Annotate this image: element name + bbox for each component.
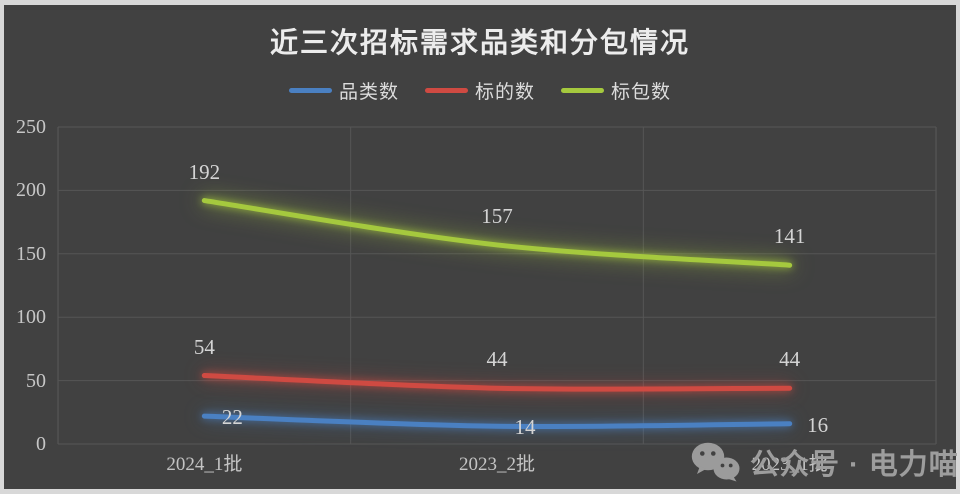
y-tick-label: 50 — [26, 369, 46, 392]
watermark-text: 公众号 · 电力喵 — [750, 449, 959, 481]
chart-area: 近三次招标需求品类和分包情况 品类数 标的数 标包数 0 50 100 150 200 2… — [4, 5, 959, 489]
legend-label: 品类数 — [338, 81, 399, 103]
legend-item-series-3: 标包数 — [561, 77, 671, 104]
y-tick-label: 100 — [16, 306, 46, 329]
y-tick-label: 200 — [16, 179, 46, 202]
plot-canvas — [57, 126, 937, 445]
legend-swatch — [288, 87, 332, 93]
y-tick-label: 250 — [16, 116, 46, 138]
data-label-品类数: 22 — [221, 405, 243, 430]
x-tick-label: 2023_2批 — [458, 454, 535, 475]
data-label-标的数: 54 — [193, 334, 215, 359]
y-tick-label: 150 — [16, 242, 46, 265]
series-line-标的数 — [201, 373, 793, 392]
series-line-标包数 — [201, 198, 793, 268]
data-label-标包数: 141 — [773, 224, 806, 249]
watermark: 公众号 · 电力喵 — [691, 441, 959, 483]
wechat-icon — [691, 442, 740, 482]
legend-label: 标的数 — [474, 81, 535, 103]
data-label-标的数: 44 — [779, 347, 801, 372]
x-tick-label: 2024_1批 — [166, 454, 243, 475]
series-line-品类数 — [201, 413, 793, 430]
data-label-品类数: 14 — [514, 415, 536, 440]
legend-swatch — [561, 87, 604, 93]
x-tick-label: 2023_1批 — [751, 454, 828, 475]
chart-legend: 品类数 标的数 标包数 — [4, 77, 956, 103]
data-label-标包数: 157 — [481, 203, 513, 228]
data-label-标的数: 44 — [486, 347, 508, 372]
data-label-品类数: 16 — [807, 412, 829, 437]
data-label-标包数: 192 — [188, 159, 221, 184]
legend-item-series-1: 品类数 — [288, 77, 399, 104]
y-tick-label: 0 — [36, 433, 46, 455]
chart-title: 近三次招标需求品类和分包情况 — [269, 28, 690, 59]
legend-item-series-2: 标的数 — [424, 77, 535, 104]
legend-swatch — [424, 87, 468, 93]
legend-label: 标包数 — [611, 81, 672, 103]
